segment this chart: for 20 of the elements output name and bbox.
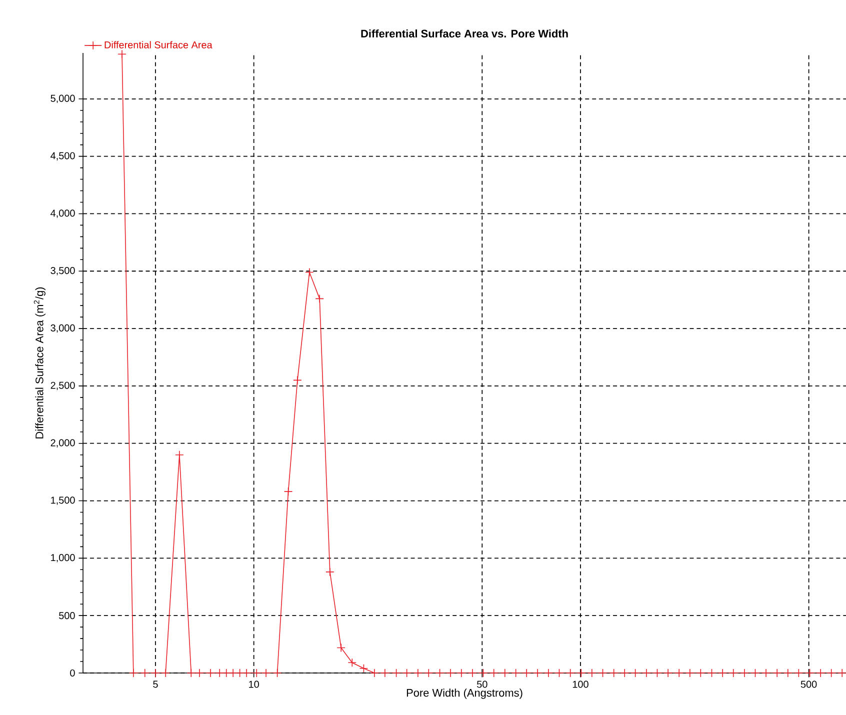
x-tick-label: 100	[572, 680, 588, 688]
x-tick-label: 5	[153, 680, 158, 688]
legend-label: Differential Surface Area	[104, 41, 212, 48]
y-tick-label: 3,500	[50, 267, 75, 276]
chart-title: Differential Surface Area vs. Pore Width	[361, 29, 568, 38]
y-axis-title: Differential Surface Area (m$^{2}$/g)	[34, 287, 46, 438]
x-tick-label: 500	[800, 680, 817, 688]
y-tick-label: 0	[70, 669, 75, 677]
y-tick-label: 5,000	[50, 94, 75, 104]
x-tick-label: 10	[249, 680, 259, 688]
x-axis-title: Pore Width (Angstroms)	[406, 688, 522, 699]
x-tick-label: 50	[477, 680, 488, 688]
y-tick-label: 2,000	[50, 439, 75, 448]
y-tick-label: 1,000	[51, 554, 75, 562]
y-tick-label: 1,500	[51, 496, 75, 505]
y-tick-label: 3,000	[50, 324, 75, 333]
y-tick-label: 4,000	[50, 210, 75, 218]
y-tick-label: 4,500	[50, 152, 75, 160]
y-tick-label: 500	[59, 612, 75, 620]
y-tick-label: 2,500	[50, 382, 75, 390]
